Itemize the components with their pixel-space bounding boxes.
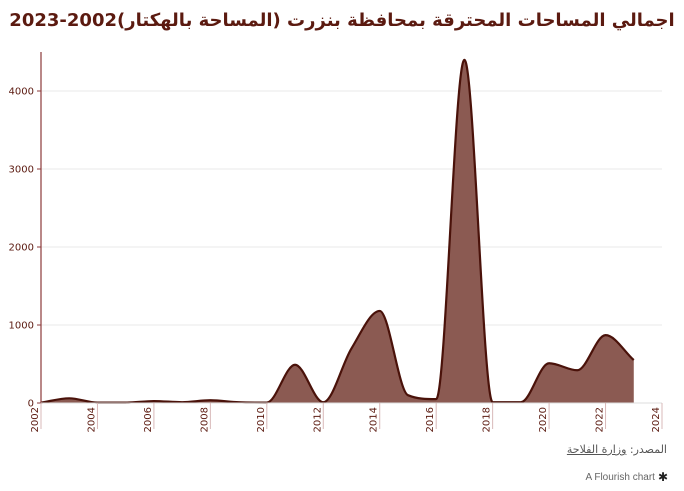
data-point-2014 bbox=[378, 309, 382, 313]
x-tick-label: 2020 bbox=[538, 407, 549, 432]
y-axis-ticks: 0 1000 2000 3000 4000 bbox=[9, 87, 41, 410]
source-label: المصدر: bbox=[629, 443, 667, 456]
data-point-2011 bbox=[293, 363, 297, 367]
area-series-fill bbox=[41, 59, 634, 404]
data-point-2021 bbox=[575, 368, 579, 372]
source-link[interactable]: وزارة الفلاحة bbox=[566, 443, 627, 456]
data-point-2015 bbox=[406, 393, 410, 397]
x-tick-label: 2004 bbox=[86, 407, 97, 432]
y-tick-label: 0 bbox=[28, 399, 34, 410]
data-point-2019 bbox=[519, 400, 523, 404]
flourish-label[interactable]: A Flourish chart bbox=[585, 471, 655, 483]
data-point-2006 bbox=[152, 399, 156, 403]
x-tick-label: 2014 bbox=[369, 407, 380, 432]
x-tick-label: 2024 bbox=[651, 407, 662, 432]
x-tick-label: 2022 bbox=[595, 407, 606, 432]
data-point-2009 bbox=[237, 400, 241, 404]
flourish-credit[interactable]: A Flourish chart ✱ bbox=[585, 470, 668, 484]
data-point-2022 bbox=[604, 333, 608, 337]
x-tick-label: 2008 bbox=[199, 407, 210, 432]
data-point-2016 bbox=[434, 397, 438, 401]
data-point-2013 bbox=[350, 346, 354, 350]
x-tick-label: 2010 bbox=[256, 407, 267, 432]
data-point-2020 bbox=[547, 361, 551, 365]
flourish-asterisk-icon: ✱ bbox=[657, 470, 668, 484]
data-point-2023 bbox=[632, 358, 636, 362]
data-point-2017 bbox=[462, 58, 466, 62]
data-point-2003 bbox=[67, 396, 71, 400]
x-tick-label: 2002 bbox=[30, 407, 41, 432]
data-point-2007 bbox=[180, 400, 184, 404]
data-points bbox=[39, 58, 636, 405]
y-tick-label: 3000 bbox=[9, 165, 34, 176]
y-tick-label: 4000 bbox=[9, 87, 34, 98]
chart-title: اجمالي المساحات المحترقة بمحافظة بنزرت (… bbox=[9, 10, 675, 31]
x-tick-label: 2016 bbox=[425, 407, 436, 432]
area-series-line bbox=[40, 58, 635, 404]
source-note: المصدر: وزارة الفلاحة bbox=[567, 443, 667, 456]
y-tick-label: 1000 bbox=[9, 321, 34, 332]
x-tick-label: 2006 bbox=[143, 407, 154, 432]
x-tick-label: 2012 bbox=[312, 407, 323, 432]
data-point-2008 bbox=[208, 398, 212, 402]
x-tick-label: 2018 bbox=[482, 407, 493, 432]
x-axis-ticks: 2002 2004 2006 2008 2010 2012 2014 2016 2018 2020… bbox=[30, 403, 663, 432]
y-tick-label: 2000 bbox=[9, 243, 34, 254]
